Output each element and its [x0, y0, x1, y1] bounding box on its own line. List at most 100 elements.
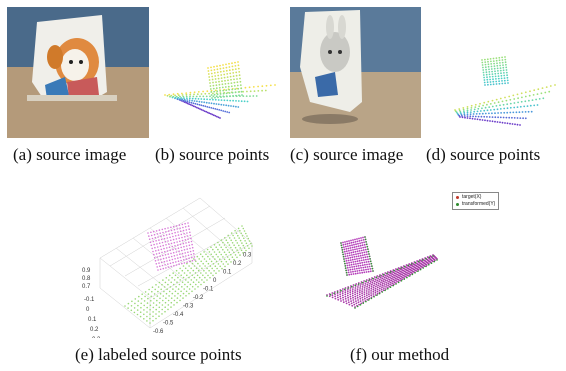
point-f-target	[369, 282, 371, 285]
point-d	[524, 95, 527, 98]
point-e-magenta	[168, 256, 170, 258]
point-f-target	[381, 286, 383, 289]
point-f-target	[356, 267, 358, 270]
point-b	[181, 98, 184, 101]
point-e-green	[143, 313, 145, 316]
point-e-green	[230, 239, 232, 242]
point-e-green	[162, 279, 164, 281]
point-f-target	[364, 283, 367, 285]
point-e-green	[241, 235, 244, 237]
point-e-magenta	[156, 233, 159, 235]
point-d	[486, 81, 489, 84]
x-tick-label: 0.1	[223, 270, 232, 276]
point-b	[248, 86, 251, 89]
point-f-transformed	[342, 255, 345, 258]
point-b	[232, 75, 235, 78]
point-b	[227, 91, 229, 94]
point-f-target	[379, 283, 382, 286]
point-e-green	[158, 302, 161, 304]
point-f-target	[362, 246, 365, 249]
point-e-magenta	[154, 260, 157, 262]
point-e-green	[174, 290, 177, 293]
point-e-magenta	[167, 263, 169, 265]
point-b	[229, 95, 231, 98]
point-b	[227, 79, 229, 82]
point-b	[221, 80, 223, 83]
point-f-target	[352, 263, 355, 266]
point-f-target	[362, 236, 364, 239]
point-e-magenta	[155, 230, 158, 232]
point-f-transformed	[414, 272, 416, 274]
point-e-green	[141, 293, 143, 295]
point-e-magenta	[159, 255, 161, 257]
point-d	[505, 71, 508, 74]
point-b	[206, 98, 208, 101]
point-f-target	[344, 255, 347, 258]
legend-item-transformed: transformed(Y)	[456, 201, 495, 208]
point-e-green	[146, 311, 148, 313]
point-e-magenta	[160, 235, 162, 238]
point-f-transformed	[369, 258, 371, 260]
point-b	[232, 99, 234, 102]
point-b	[223, 73, 226, 76]
point-b	[225, 104, 228, 107]
point-f-target	[336, 294, 339, 297]
point-e-magenta	[180, 246, 182, 249]
point-f-transformed	[336, 291, 339, 293]
point-d	[495, 83, 498, 85]
point-f-transformed	[378, 292, 381, 295]
point-f-transformed	[371, 267, 374, 270]
point-d	[505, 66, 508, 69]
point-d	[502, 66, 505, 69]
point-d	[522, 117, 524, 120]
point-e-green	[195, 267, 198, 270]
point-f-target	[397, 276, 399, 279]
point-e-green	[149, 304, 152, 307]
point-f-target	[360, 237, 362, 239]
point-d	[501, 59, 504, 61]
point-f-target	[398, 277, 401, 279]
point-d	[478, 112, 481, 115]
point-e-green	[212, 255, 214, 258]
point-f-transformed	[392, 284, 395, 287]
point-d	[509, 102, 512, 105]
point-f-target	[358, 237, 360, 240]
point-b	[242, 95, 245, 97]
point-f-target	[376, 290, 379, 293]
point-f-target	[347, 259, 350, 262]
point-f-target	[384, 281, 386, 283]
point-f-target	[350, 300, 352, 302]
point-e-magenta	[160, 258, 162, 261]
point-f-target	[346, 290, 349, 293]
point-f-transformed	[397, 281, 400, 284]
point-f-target	[348, 252, 351, 254]
point-e-magenta	[167, 266, 170, 268]
point-d	[491, 120, 494, 123]
point-e-magenta	[189, 247, 191, 250]
point-b	[226, 73, 229, 75]
legend-transformed-swatch	[456, 203, 459, 206]
point-d	[484, 61, 487, 63]
point-f-target	[358, 250, 361, 252]
point-d	[470, 107, 473, 109]
point-e-green	[177, 288, 180, 290]
point-d	[489, 58, 492, 60]
point-e-green	[195, 279, 198, 281]
point-e-green	[185, 295, 187, 297]
point-f-target	[415, 270, 418, 272]
point-e-magenta	[184, 222, 186, 225]
point-b	[224, 83, 227, 85]
point-d	[484, 58, 486, 61]
point-f-target	[348, 303, 351, 306]
point-b	[220, 99, 223, 101]
point-e-green	[143, 309, 145, 311]
point-d	[475, 113, 478, 115]
point-f-target	[356, 238, 358, 240]
point-d	[527, 110, 530, 113]
point-f-transformed	[379, 275, 381, 277]
point-f-target	[344, 287, 347, 289]
point-e-green	[213, 251, 216, 253]
point-e-green	[191, 274, 194, 277]
point-b	[213, 90, 216, 93]
point-e-green	[225, 260, 228, 263]
